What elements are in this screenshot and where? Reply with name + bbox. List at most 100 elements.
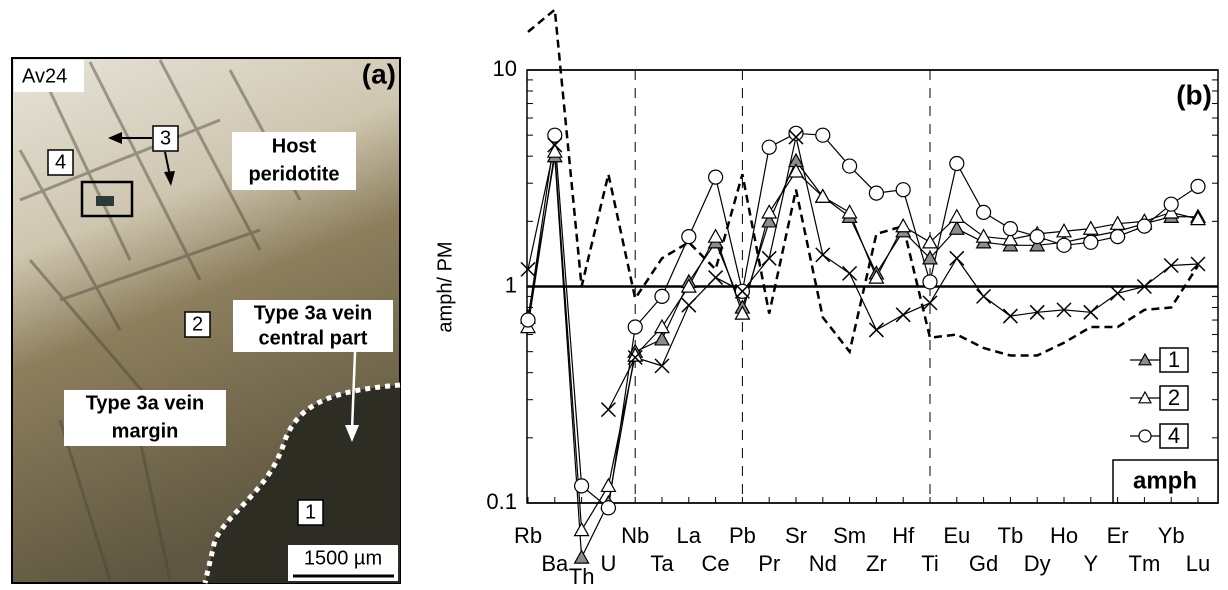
x-tick-label: Zr [866,551,887,576]
x-tick-label: Pb [729,523,756,548]
central-label: central part [259,327,368,349]
y-axis-label: amph/ PM [434,241,456,332]
x-tick-label: Th [569,564,595,589]
photo-panel: Av24 (a) Host peridotite Type 3a vein ce… [11,57,401,584]
spot-box [47,149,74,176]
marker [1109,229,1126,245]
marker [868,185,885,201]
margin-label: Type 3a vein [86,392,205,414]
vein-boundary [202,382,401,584]
y-tick-label: 1 [505,272,517,297]
marker [600,477,617,493]
x-tick-label: Er [1107,523,1129,548]
label-bg [232,132,356,190]
x-tick-label: Nd [809,551,837,576]
marker [1056,302,1072,318]
marker [1110,285,1126,301]
marker [1083,234,1099,250]
panel-label: (b) [1176,79,1212,110]
marker [868,269,885,284]
spot-box [80,180,134,218]
marker [1002,308,1018,324]
x-tick-label: Ce [702,551,730,576]
x-tick-label: Tb [998,523,1024,548]
marker [1082,220,1099,235]
marker [1029,237,1046,252]
marker [814,188,831,203]
marker [1190,178,1206,194]
marker [895,182,911,198]
series-line [527,7,1200,357]
marker [948,220,965,235]
marker [520,261,536,277]
arrow [350,351,357,431]
marker [922,295,938,311]
marker [1056,237,1072,253]
marker [573,549,590,564]
marker [1163,257,1179,274]
marker [653,318,671,334]
legend-box [1159,423,1189,449]
spot-box [184,311,211,338]
marker [1137,390,1153,404]
y-tick-label: 10 [493,56,517,81]
marker [815,127,831,143]
marker [895,217,912,233]
spot-label: 3 [160,127,171,149]
marker [975,228,992,243]
series-line [527,151,1199,532]
marker [627,319,643,335]
marker [788,125,804,141]
legend-box [1159,385,1189,411]
arrowhead [345,425,359,442]
label-bg [14,60,84,92]
marker [681,229,697,245]
marker [842,265,858,281]
marker [1163,196,1179,212]
x-tick-label: Ho [1050,523,1078,548]
marker [1137,352,1153,366]
x-tick-label: Yb [1158,523,1185,548]
marker [600,500,617,516]
marker [547,137,563,153]
marker [573,478,590,494]
marker [921,234,939,249]
marker [520,312,536,328]
marker [922,274,938,290]
marker [1029,304,1045,320]
spot-box [297,499,324,526]
marker [761,204,778,219]
marker [841,158,858,174]
x-tick-label: Ti [921,551,939,576]
marker [546,143,563,158]
marker [815,247,831,263]
marker [949,250,965,266]
spot-label: 4 [55,151,66,173]
marker [681,297,697,313]
marker [707,169,724,185]
x-tick-label: Rb [514,523,542,548]
legend-label: 1 [1168,347,1180,372]
x-tick-label: Eu [943,523,970,548]
marker [921,250,939,265]
label-bg [64,390,226,446]
label-bg [233,300,393,352]
x-tick-label: Sr [785,523,807,548]
marker [976,288,992,304]
legend-marker [1138,429,1152,443]
marker [1002,221,1019,237]
x-tick-label: U [600,551,616,576]
spot-grain [96,196,114,206]
marker [1136,278,1152,295]
marker [975,204,992,220]
marker [788,129,804,145]
marker [600,402,616,418]
legend-marker [1137,352,1153,366]
marker [1136,218,1153,234]
y-tick-label: 0.1 [486,489,517,514]
arrowhead [108,132,122,144]
x-tick-label: Ta [650,551,674,576]
